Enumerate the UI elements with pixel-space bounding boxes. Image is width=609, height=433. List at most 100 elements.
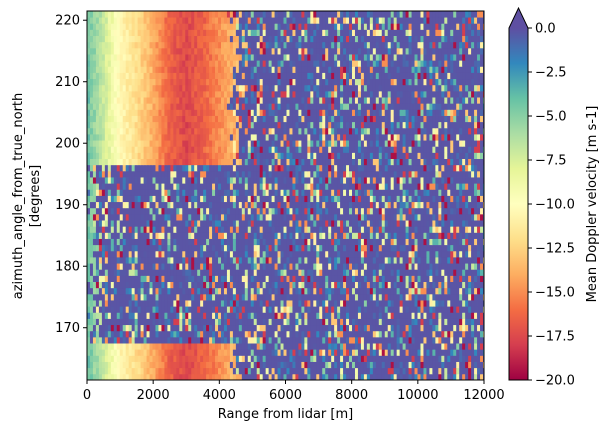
heatmap-cell	[274, 170, 278, 178]
heatmap-cell	[292, 177, 296, 184]
heatmap-cell	[173, 275, 177, 282]
heatmap-cell	[387, 269, 392, 276]
heatmap-cell	[259, 269, 264, 276]
heatmap-cell	[173, 244, 177, 252]
heatmap-cell	[360, 367, 365, 375]
heatmap-cell	[149, 324, 153, 332]
heatmap-cell	[337, 275, 341, 282]
heatmap-cell	[474, 300, 478, 307]
heatmap-cell	[89, 226, 94, 233]
heatmap-cell	[375, 312, 380, 319]
heatmap-cell	[170, 287, 174, 295]
heatmap-cell	[408, 318, 412, 326]
heatmap-cell	[387, 300, 392, 307]
heatmap-cell	[191, 367, 195, 375]
heatmap-cell	[411, 189, 415, 196]
heatmap-cell	[223, 170, 228, 178]
heatmap-cell	[259, 195, 264, 203]
heatmap-cell	[307, 293, 311, 301]
heatmap-cell	[304, 324, 308, 332]
heatmap-cell	[310, 263, 314, 270]
heatmap-cell	[152, 336, 156, 344]
heatmap-cell	[384, 275, 389, 282]
heatmap-cell	[215, 293, 219, 301]
heatmap-cell	[304, 220, 308, 227]
heatmap-cell	[417, 195, 421, 203]
heatmap-cell	[116, 232, 121, 239]
heatmap-cell	[331, 238, 335, 246]
heatmap-cell	[87, 281, 91, 289]
heatmap-cell	[238, 263, 243, 270]
heatmap-cell	[426, 226, 430, 233]
heatmap-cell	[197, 158, 201, 166]
heatmap-cell	[87, 312, 91, 319]
heatmap-cell	[271, 152, 275, 159]
heatmap-cell	[325, 355, 329, 362]
heatmap-cell	[101, 324, 106, 332]
heatmap-cell	[349, 226, 353, 233]
heatmap-cell	[226, 318, 231, 326]
heatmap-cell	[128, 207, 133, 215]
heatmap-cell	[113, 177, 118, 184]
heatmap-cell	[420, 324, 424, 332]
heatmap-cell	[423, 213, 427, 221]
heatmap-cell	[122, 269, 127, 276]
heatmap-cell	[363, 349, 368, 356]
heatmap-cell	[220, 244, 225, 252]
heatmap-cell	[173, 324, 177, 332]
heatmap-cell	[206, 226, 210, 233]
heatmap-cell	[125, 373, 130, 380]
heatmap-cell	[453, 336, 457, 344]
heatmap-cell	[447, 306, 451, 313]
heatmap-cell	[423, 324, 427, 332]
heatmap-cell	[304, 269, 308, 276]
heatmap-cell	[375, 250, 380, 258]
heatmap-cell	[232, 226, 237, 233]
heatmap-cell	[128, 367, 133, 375]
heatmap-cell	[453, 343, 457, 350]
heatmap-cell	[170, 232, 174, 239]
heatmap-cell	[429, 300, 433, 307]
heatmap-cell	[468, 226, 472, 233]
heatmap-cell	[203, 158, 207, 166]
heatmap-cell	[450, 373, 454, 380]
heatmap-cell	[256, 269, 261, 276]
heatmap-cell	[396, 257, 401, 264]
heatmap-cell	[87, 250, 91, 258]
heatmap-cell	[238, 226, 243, 233]
heatmap-cell	[182, 232, 186, 239]
heatmap-cell	[259, 306, 264, 313]
heatmap-cell	[441, 318, 445, 326]
heatmap-cell	[295, 244, 299, 252]
heatmap-cell	[158, 361, 162, 369]
heatmap-cell	[360, 300, 365, 307]
heatmap-cell	[185, 183, 189, 190]
heatmap-cell	[194, 275, 198, 282]
heatmap-cell	[429, 238, 433, 246]
heatmap-cell	[304, 183, 308, 190]
heatmap-cell	[137, 189, 141, 196]
heatmap-cell	[313, 324, 317, 332]
heatmap-cell	[331, 164, 335, 172]
heatmap-cell	[375, 355, 380, 362]
heatmap-cell	[381, 324, 386, 332]
heatmap-cell	[101, 201, 106, 209]
heatmap-cell	[220, 213, 225, 221]
heatmap-cell	[381, 343, 386, 350]
heatmap-cell	[158, 349, 162, 356]
heatmap-cell	[170, 170, 174, 178]
heatmap-cell	[325, 281, 329, 289]
heatmap-cell	[206, 232, 210, 239]
heatmap-cell	[92, 373, 97, 380]
heatmap-cell	[152, 312, 156, 319]
heatmap-cell	[179, 226, 183, 233]
heatmap-cell	[209, 349, 213, 356]
heatmap-cell	[468, 207, 472, 215]
heatmap-cell	[366, 275, 371, 282]
heatmap-cell	[352, 263, 356, 270]
heatmap-cell	[354, 367, 359, 375]
heatmap-cell	[188, 336, 192, 344]
heatmap-cell	[402, 324, 406, 332]
heatmap-cell	[393, 312, 398, 319]
heatmap-cell	[191, 343, 195, 350]
